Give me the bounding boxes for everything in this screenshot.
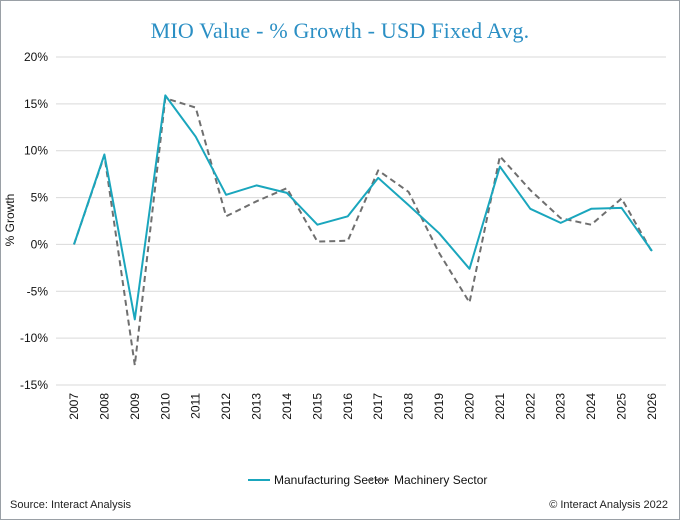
y-axis-ticks: -15% -10% -5% 0% 5% 10% 15% 20% xyxy=(20,50,48,392)
x-tick-label: 2022 xyxy=(523,393,537,420)
x-tick-label: 2013 xyxy=(250,393,264,420)
x-tick-label: 2019 xyxy=(432,393,446,420)
x-tick-label: 2007 xyxy=(67,393,81,420)
y-tick-label: 5% xyxy=(31,191,49,205)
x-tick-label: 2023 xyxy=(554,393,568,420)
y-axis-label: % Growth xyxy=(3,194,17,247)
legend-label: Machinery Sector xyxy=(394,473,487,487)
x-tick-label: 2010 xyxy=(158,393,172,420)
x-tick-label: 2015 xyxy=(310,393,324,420)
series-line-machinery xyxy=(73,97,653,367)
y-tick-label: 20% xyxy=(24,50,48,64)
x-tick-label: 2011 xyxy=(189,393,203,419)
copyright-note: © Interact Analysis 2022 xyxy=(549,499,668,511)
x-tick-label: 2017 xyxy=(371,393,385,420)
x-tick-label: 2026 xyxy=(645,393,659,420)
x-tick-label: 2014 xyxy=(280,393,294,420)
x-axis-ticks: 2007 2008 2009 2010 2011 2012 2013 2014 2015 2016… xyxy=(67,393,659,420)
x-tick-label: 2018 xyxy=(402,393,416,420)
source-note: Source: Interact Analysis xyxy=(10,499,132,511)
y-tick-label: -15% xyxy=(20,378,48,392)
y-tick-label: 15% xyxy=(24,97,48,111)
chart-title: MIO Value - % Growth - USD Fixed Avg. xyxy=(150,18,530,43)
series-lines xyxy=(73,94,653,367)
series-line-manufacturing xyxy=(73,94,653,321)
y-tick-label: -10% xyxy=(20,331,48,345)
x-tick-label: 2020 xyxy=(462,393,476,420)
y-tick-label: 10% xyxy=(24,144,48,158)
x-tick-label: 2025 xyxy=(615,393,629,420)
x-tick-label: 2021 xyxy=(493,393,507,420)
x-tick-label: 2012 xyxy=(219,393,233,420)
y-tick-label: 0% xyxy=(31,237,49,251)
x-tick-label: 2009 xyxy=(128,393,142,420)
legend-label: Manufacturing Sector xyxy=(274,473,388,487)
x-tick-label: 2016 xyxy=(341,393,355,420)
y-tick-label: -5% xyxy=(27,284,49,298)
x-tick-label: 2024 xyxy=(584,393,598,420)
legend: Manufacturing Sector Machinery Sector xyxy=(248,473,487,487)
x-tick-label: 2008 xyxy=(97,393,111,420)
